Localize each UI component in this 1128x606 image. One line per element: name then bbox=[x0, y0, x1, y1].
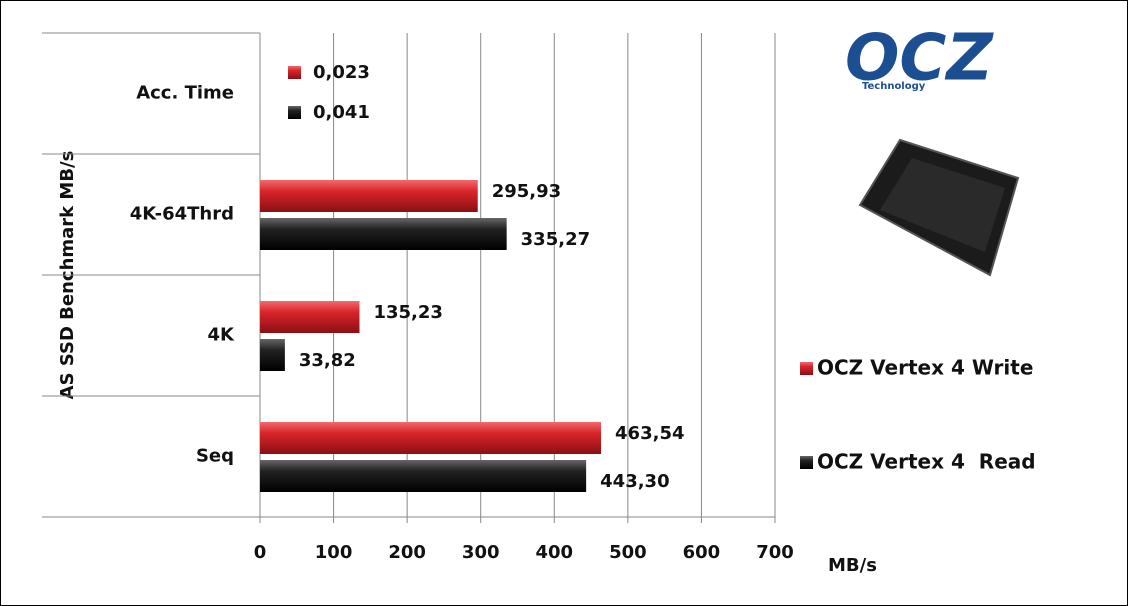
x-axis-label: MB/s bbox=[828, 555, 877, 576]
value-label: 0,041 bbox=[313, 102, 370, 123]
x-tick-label: 300 bbox=[462, 542, 500, 563]
value-label: 295,93 bbox=[492, 181, 561, 202]
value-label: 443,30 bbox=[600, 471, 669, 492]
x-tick-label: 0 bbox=[254, 542, 267, 563]
logo: OCZ Technology bbox=[845, 22, 994, 96]
x-tick-label: 600 bbox=[683, 542, 721, 563]
bar bbox=[260, 460, 587, 492]
legend-label: OCZ Vertex 4 Read bbox=[817, 450, 1036, 474]
x-tick-label: 700 bbox=[756, 542, 794, 563]
bar bbox=[260, 339, 285, 371]
logo-text: OCZ bbox=[845, 22, 994, 96]
value-marker bbox=[288, 66, 301, 79]
value-label: 463,54 bbox=[615, 423, 684, 444]
x-tick-label: 500 bbox=[609, 542, 647, 563]
logo-subtitle: Technology bbox=[862, 81, 926, 92]
bar bbox=[260, 422, 602, 454]
legend-swatch bbox=[800, 456, 813, 469]
value-label: 0,023 bbox=[313, 62, 370, 83]
legend-swatch bbox=[800, 362, 813, 375]
value-label: 135,23 bbox=[373, 302, 442, 323]
value-label: 33,82 bbox=[299, 350, 356, 371]
bar bbox=[260, 218, 507, 250]
x-tick-label: 100 bbox=[315, 542, 353, 563]
y-tick-label: Seq bbox=[196, 446, 234, 467]
value-marker bbox=[288, 106, 301, 119]
y-tick-label: Acc. Time bbox=[136, 83, 234, 104]
x-tick-label: 200 bbox=[388, 542, 426, 563]
legend-label: OCZ Vertex 4 Write bbox=[817, 356, 1033, 380]
bar bbox=[260, 301, 360, 333]
value-label: 335,27 bbox=[521, 229, 590, 250]
ssd-image bbox=[858, 138, 1020, 277]
x-tick-label: 400 bbox=[535, 542, 573, 563]
y-tick-label: 4K bbox=[208, 325, 236, 346]
bar bbox=[260, 180, 478, 212]
y-tick-label: 4K-64Thrd bbox=[130, 204, 234, 225]
